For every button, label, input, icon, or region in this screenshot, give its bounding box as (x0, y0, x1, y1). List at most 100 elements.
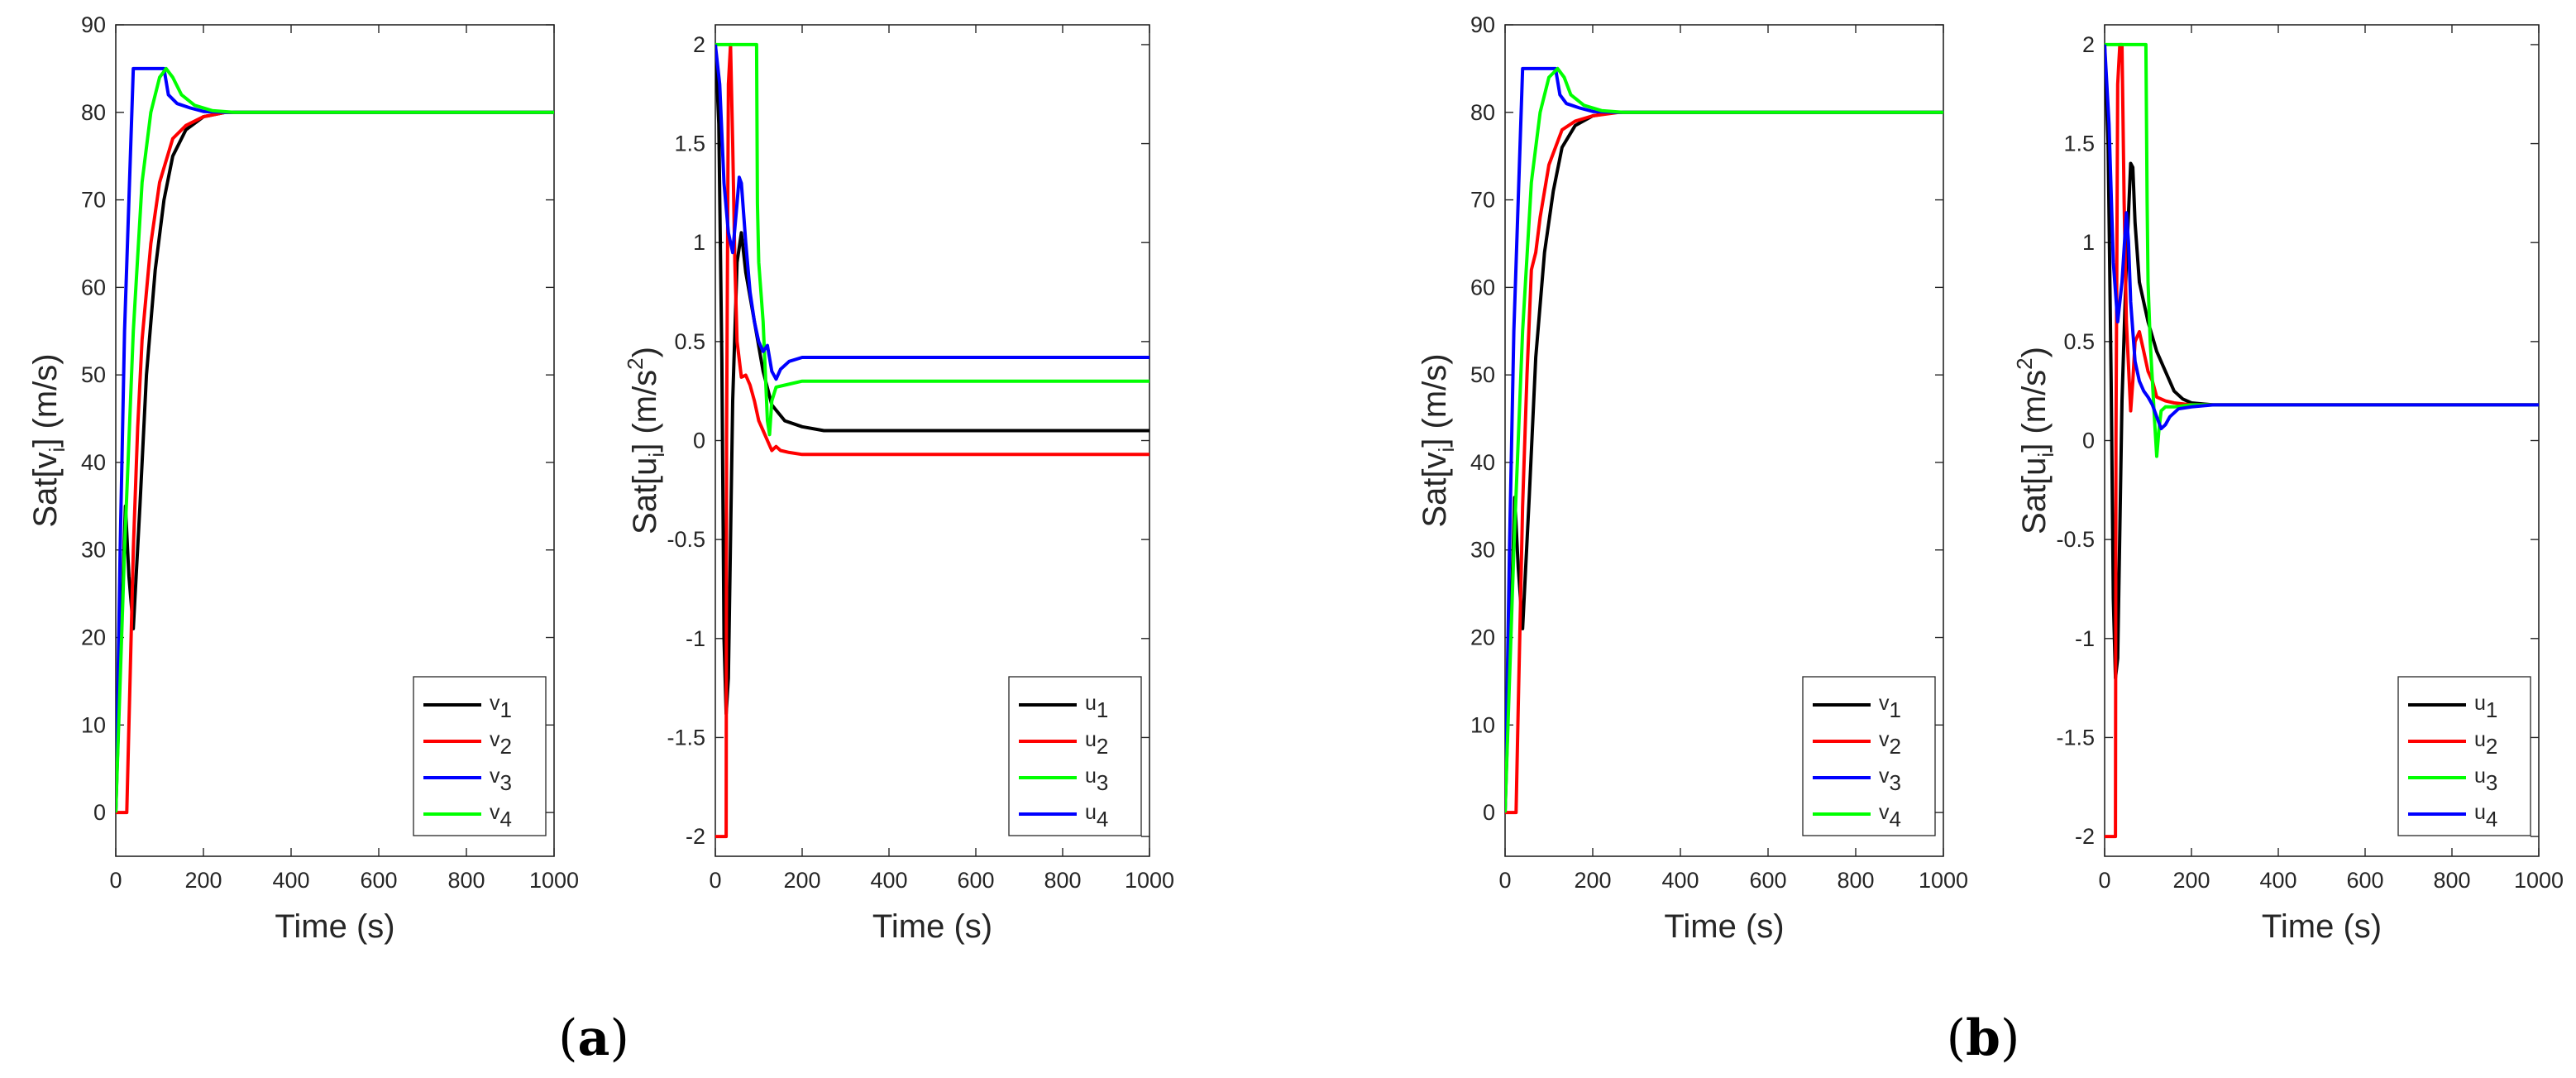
y-tick-label: 1 (693, 230, 705, 255)
x-tick-label: 0 (709, 868, 721, 893)
y-tick-label: -1.5 (2056, 725, 2095, 750)
legend-label: v2 (1879, 728, 1901, 759)
x-tick-label: 400 (272, 868, 309, 893)
legend-label: v1 (1879, 692, 1901, 722)
legend-label: u1 (1085, 692, 1108, 722)
x-tick-label: 0 (1498, 868, 1511, 893)
legend-label: v4 (1879, 801, 1901, 831)
x-tick-label: 1000 (529, 868, 579, 893)
x-tick-label: 800 (1837, 868, 1874, 893)
series-line-u1 (715, 44, 1149, 716)
series-line-u2 (715, 42, 1149, 839)
y-tick-label: -1 (2075, 626, 2095, 651)
x-axis-label: Time (s) (275, 908, 394, 945)
y-tick-label: 2 (693, 32, 705, 57)
y-axis-label: Sat[vi] (m/s) (1417, 353, 1459, 527)
series-line-u4 (2105, 44, 2539, 431)
y-tick-label: 80 (1470, 100, 1495, 125)
legend-box (1802, 676, 1936, 836)
y-tick-label: 30 (81, 538, 106, 563)
y-tick-label: 0 (693, 429, 705, 453)
y-tick-label: 0 (2082, 429, 2095, 453)
y-tick-label: 2 (2082, 32, 2095, 57)
x-tick-label: 200 (184, 868, 222, 893)
series-line-v4 (1505, 66, 1943, 813)
y-tick-label: 60 (1470, 275, 1495, 299)
x-tick-label: 200 (2172, 868, 2210, 893)
y-tick-label: -0.5 (2056, 527, 2095, 552)
legend-label: u4 (2474, 801, 2497, 831)
legend-box (2397, 676, 2531, 836)
x-tick-label: 1000 (2514, 868, 2564, 893)
y-tick-label: -1.5 (667, 725, 705, 750)
chart-a-velocity: 0 200 400 600 800 1000 0 10 20 30 40 50 60 70 80 90 Time… (27, 12, 579, 945)
series-group (116, 66, 554, 815)
x-tick-label: 600 (2346, 868, 2383, 893)
legend-label: v2 (490, 728, 512, 759)
x-tick-label: 1000 (1919, 868, 1968, 893)
x-tick-label: 0 (2098, 868, 2110, 893)
series-group (2105, 42, 2539, 839)
legend: v1 v2 v3 v4 (413, 676, 547, 836)
legend-label: u2 (2474, 728, 2497, 759)
y-tick-label: 80 (81, 100, 106, 125)
y-tick-label: 70 (81, 188, 106, 213)
x-tick-label: 400 (1661, 868, 1699, 893)
y-tick-label: -0.5 (667, 527, 705, 552)
x-axis-label: Time (s) (872, 908, 992, 945)
y-tick-label: 1.5 (2063, 132, 2095, 156)
x-tick-label: 800 (1044, 868, 1081, 893)
y-tick-label: 40 (1470, 450, 1495, 475)
x-tick-label: 400 (870, 868, 907, 893)
legend-label: u2 (1085, 728, 1108, 759)
y-tick-label: 90 (1470, 12, 1495, 37)
y-tick-label: -1 (686, 626, 705, 651)
x-tick-label: 600 (360, 868, 397, 893)
series-line-v4 (116, 66, 554, 813)
y-axis-label: Sat[ui] (m/s2) (2012, 347, 2058, 534)
caption-a: (a) (558, 1009, 629, 1067)
x-tick-label: 1000 (1125, 868, 1174, 893)
legend-label: u4 (1085, 801, 1108, 831)
y-tick-label: 1 (2082, 230, 2095, 255)
x-tick-label: 600 (957, 868, 994, 893)
x-tick-label: 0 (109, 868, 122, 893)
legend-box (1008, 676, 1142, 836)
x-axis-label: Time (s) (2262, 908, 2382, 945)
series-line-u4 (715, 44, 1149, 381)
y-tick-label: 40 (81, 450, 106, 475)
y-axis-label: Sat[ui] (m/s2) (623, 347, 669, 534)
y-tick-label: 0 (1483, 800, 1495, 825)
y-tick-label: 10 (81, 712, 106, 737)
legend-label: v1 (490, 692, 512, 722)
y-tick-label: 10 (1470, 712, 1495, 737)
series-line-u3 (715, 42, 1149, 437)
y-tick-label: -2 (2075, 824, 2095, 849)
y-tick-label: 1.5 (674, 132, 705, 156)
legend: u1 u2 u3 u4 (1008, 676, 1142, 836)
x-tick-label: 200 (783, 868, 820, 893)
x-tick-label: 400 (2259, 868, 2296, 893)
y-tick-label: 90 (81, 12, 106, 37)
series-group (1505, 66, 1943, 815)
x-tick-label: 600 (1749, 868, 1786, 893)
chart-b-acceleration: 0 200 400 600 800 1000 -2 -1.5 -1 -0.5 0 0.5 1 1.5 2 Ti… (2012, 24, 2564, 945)
y-tick-label: 70 (1470, 188, 1495, 213)
legend-label: v4 (490, 801, 512, 831)
x-tick-label: 200 (1574, 868, 1611, 893)
y-tick-label: -2 (686, 824, 705, 849)
x-axis-label: Time (s) (1664, 908, 1784, 945)
legend-label: u3 (2474, 764, 2497, 795)
y-tick-label: 20 (81, 625, 106, 650)
y-tick-label: 0 (93, 800, 106, 825)
legend-box (413, 676, 547, 836)
chart-b-velocity: 0 200 400 600 800 1000 0 10 20 30 40 50 60 70 80 90 Time… (1417, 12, 1968, 945)
series-line-u2 (2105, 42, 2539, 839)
legend: v1 v2 v3 v4 (1802, 676, 1936, 836)
y-tick-label: 50 (81, 362, 106, 387)
legend-label: v3 (490, 764, 512, 795)
series-line-v3 (116, 66, 554, 813)
series-line-u1 (2105, 44, 2539, 680)
legend-label: v3 (1879, 764, 1901, 795)
